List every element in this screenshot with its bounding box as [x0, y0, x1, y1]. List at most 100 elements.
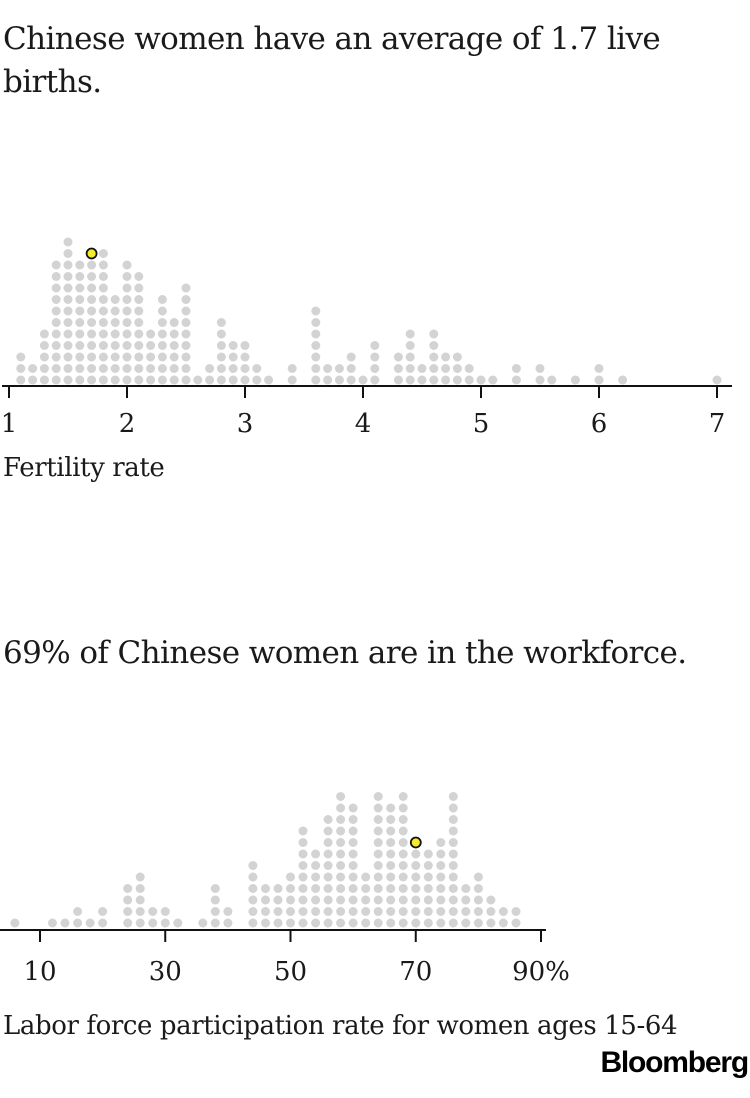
data-dot	[298, 907, 308, 916]
data-dot	[452, 364, 462, 373]
data-dot	[323, 907, 333, 916]
data-dot	[216, 329, 226, 339]
data-dot	[75, 318, 85, 327]
data-dot	[216, 364, 226, 373]
data-dot	[348, 861, 358, 870]
x-tick-label: 6	[591, 409, 608, 439]
data-dot	[135, 918, 145, 928]
data-dot	[411, 872, 421, 882]
data-dot	[240, 341, 250, 350]
chart2-x-axis-label: Labor force participation rate for women…	[3, 1011, 678, 1041]
data-dot	[423, 907, 433, 916]
data-dot	[373, 884, 383, 893]
data-dot	[216, 375, 226, 385]
data-dot	[311, 341, 321, 350]
data-dot	[448, 918, 458, 928]
data-dot	[98, 283, 108, 293]
highlight-dot-china	[409, 836, 422, 849]
data-dot	[261, 895, 270, 905]
data-dot	[146, 329, 156, 339]
data-dot	[334, 375, 344, 385]
data-dot	[441, 375, 451, 385]
data-dot	[169, 318, 179, 327]
data-dot	[63, 306, 73, 316]
data-dot	[210, 895, 220, 905]
data-dot	[51, 318, 61, 327]
data-dot	[498, 918, 508, 928]
data-dot	[248, 918, 258, 928]
data-dot	[547, 375, 557, 385]
data-dot	[311, 352, 321, 362]
data-dot	[51, 283, 61, 293]
data-dot	[398, 861, 408, 870]
data-dot	[323, 918, 333, 928]
data-dot	[436, 872, 446, 882]
data-dot	[248, 884, 258, 893]
data-dot	[110, 352, 120, 362]
data-dot	[393, 364, 403, 373]
data-dot	[87, 283, 97, 293]
data-dot	[87, 352, 97, 362]
data-dot	[157, 329, 167, 339]
data-dot	[75, 375, 85, 385]
data-dot	[273, 918, 283, 928]
data-dot	[123, 884, 133, 893]
data-dot	[346, 364, 356, 373]
data-dot	[122, 260, 132, 270]
data-dot	[436, 838, 446, 847]
data-dot	[134, 283, 144, 293]
data-dot	[464, 364, 474, 373]
data-dot	[110, 329, 120, 339]
data-dot	[169, 352, 179, 362]
data-dot	[73, 907, 83, 916]
data-dot	[134, 295, 144, 304]
data-dot	[373, 907, 383, 916]
data-dot	[398, 803, 408, 813]
data-dot	[448, 884, 458, 893]
data-dot	[181, 295, 191, 304]
data-dot	[134, 318, 144, 327]
data-dot	[248, 872, 258, 882]
data-dot	[348, 803, 358, 813]
data-dot	[298, 918, 308, 928]
data-dot	[393, 375, 403, 385]
data-dot	[134, 341, 144, 350]
data-dot	[48, 918, 57, 928]
data-dot	[123, 918, 133, 928]
data-dot	[51, 329, 61, 339]
data-dot	[398, 918, 408, 928]
data-dot	[448, 792, 458, 801]
data-dot	[298, 895, 308, 905]
data-dot	[181, 352, 191, 362]
data-dot	[98, 329, 108, 339]
data-dot	[373, 792, 383, 801]
data-dot	[594, 364, 604, 373]
data-dot	[287, 375, 297, 385]
data-dot	[448, 895, 458, 905]
data-dot	[51, 260, 61, 270]
data-dot	[511, 364, 521, 373]
data-dot	[160, 918, 170, 928]
data-dot	[448, 838, 458, 847]
data-dot	[386, 907, 396, 916]
data-dot	[157, 364, 167, 373]
data-dot	[223, 907, 233, 916]
data-dot	[122, 329, 132, 339]
data-dot	[181, 283, 191, 293]
data-dot	[39, 364, 49, 373]
data-dot	[386, 849, 396, 859]
chart1-title: Chinese women have an average of 1.7 liv…	[3, 21, 661, 100]
data-dot	[448, 849, 458, 859]
data-dot	[87, 364, 97, 373]
data-dot	[60, 918, 70, 928]
x-tick-label: 70	[399, 957, 432, 987]
data-dot	[240, 352, 250, 362]
data-dot	[98, 318, 108, 327]
data-dot	[157, 295, 167, 304]
data-dot	[146, 375, 156, 385]
data-dot	[436, 895, 446, 905]
data-dot	[473, 918, 483, 928]
data-dot	[264, 375, 274, 385]
data-dot	[417, 364, 427, 373]
data-dot	[405, 341, 415, 350]
